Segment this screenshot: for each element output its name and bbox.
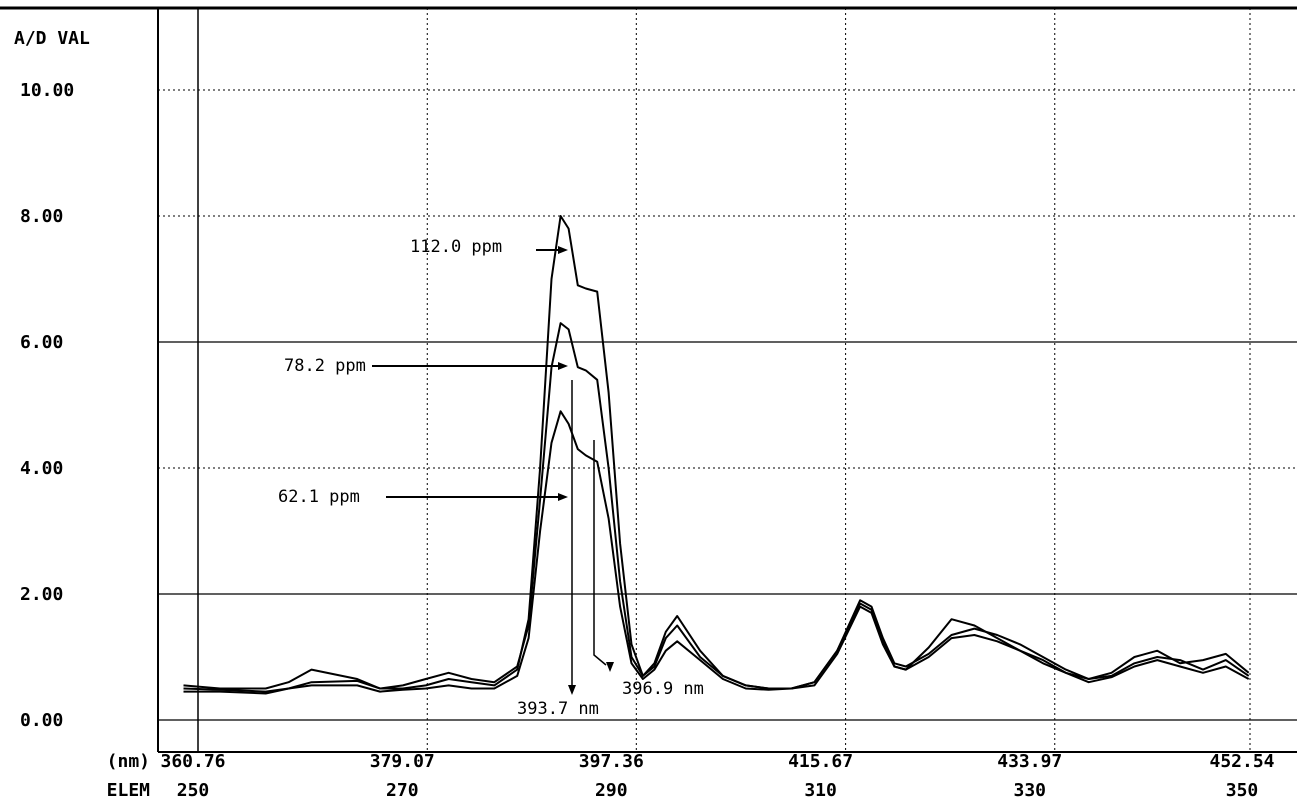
y-tick-label: 8.00 <box>20 206 63 227</box>
ppm-arrowhead <box>558 246 568 254</box>
marker-arrowhead <box>606 662 614 672</box>
y-axis-label: A/D VAL <box>14 28 90 49</box>
grid-layer <box>158 8 1297 752</box>
wavelength-label-396: 396.9 nm <box>622 679 704 699</box>
ppm-annotation-label: 78.2 ppm <box>284 356 366 376</box>
y-tick-label: 2.00 <box>20 584 63 605</box>
series-line-0 <box>183 215 1250 693</box>
x-tick-label: 379.07 <box>370 751 435 772</box>
wavelength-label-393: 393.7 nm <box>517 699 599 719</box>
x-tick-label: 397.36 <box>579 751 644 772</box>
x2-tick-label: 350 <box>1226 780 1259 801</box>
x-axis-label: (nm) <box>107 751 150 772</box>
ppm-annotation-label: 62.1 ppm <box>278 487 360 507</box>
marker-arrowhead <box>568 685 576 695</box>
series-line-1 <box>183 322 1250 690</box>
x-tick-label: 415.67 <box>788 751 853 772</box>
x-tick-label: 452.54 <box>1209 751 1274 772</box>
ppm-annotation-label: 112.0 ppm <box>410 237 502 257</box>
x-tick-label: 433.97 <box>997 751 1062 772</box>
y-tick-label: 10.00 <box>20 80 74 101</box>
y-tick-label: 6.00 <box>20 332 63 353</box>
ppm-arrowhead <box>558 493 568 501</box>
x2-tick-label: 270 <box>386 780 419 801</box>
series-line-2 <box>183 410 1250 695</box>
x2-axis-label: ELEM <box>107 780 151 801</box>
y-tick-label: 0.00 <box>20 710 63 731</box>
y-tick-label: 4.00 <box>20 458 63 479</box>
x2-tick-label: 250 <box>177 780 210 801</box>
x2-tick-label: 310 <box>804 780 837 801</box>
annotation-layer: 112.0 ppm 78.2 ppm 62.1 ppm 393.7 nm 396.9 n… <box>278 237 704 719</box>
ppm-arrowhead <box>558 362 568 370</box>
axis-layer: 0.00 2.00 4.00 6.00 8.00 10.00 360.76 379.07 397… <box>0 6 1297 801</box>
wavelength-marker-396 <box>593 440 607 666</box>
x2-tick-label: 290 <box>595 780 628 801</box>
x2-tick-label: 330 <box>1013 780 1046 801</box>
x-tick-label: 360.76 <box>160 751 225 772</box>
series-layer <box>183 215 1250 695</box>
